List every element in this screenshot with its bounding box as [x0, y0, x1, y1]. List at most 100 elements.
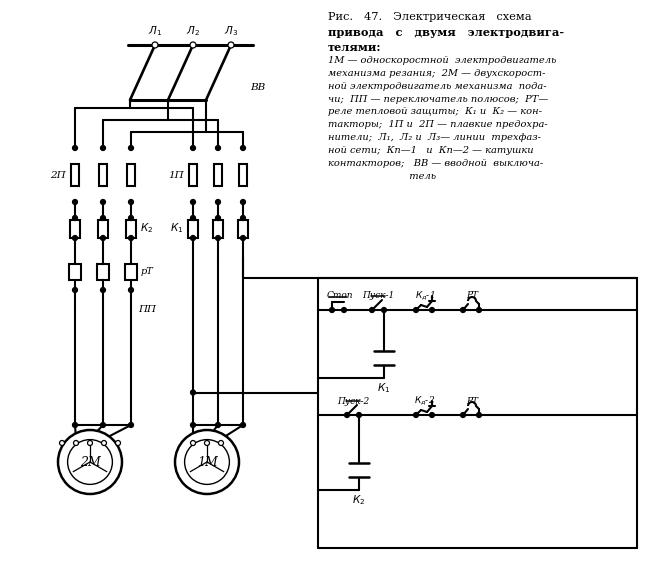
- Bar: [99, 164, 107, 186]
- Circle shape: [72, 216, 78, 220]
- Circle shape: [330, 308, 334, 312]
- Circle shape: [101, 216, 105, 220]
- Circle shape: [216, 216, 220, 220]
- Text: 1П: 1П: [168, 171, 184, 179]
- Bar: [97, 264, 109, 280]
- Circle shape: [128, 423, 134, 427]
- Circle shape: [101, 236, 105, 240]
- Text: $Л_3$: $Л_3$: [224, 24, 238, 38]
- Circle shape: [241, 423, 245, 427]
- Circle shape: [72, 145, 78, 151]
- Circle shape: [101, 423, 105, 427]
- Bar: [189, 164, 197, 186]
- Circle shape: [58, 430, 122, 494]
- Circle shape: [191, 390, 195, 395]
- Text: телями:: телями:: [328, 42, 382, 53]
- Text: ВВ: ВВ: [251, 83, 266, 93]
- Bar: [188, 220, 198, 238]
- Circle shape: [128, 288, 134, 293]
- Text: ПП: ПП: [138, 305, 156, 315]
- Text: $К_д$-1: $К_д$-1: [415, 290, 435, 302]
- Text: рТ: рТ: [141, 267, 153, 277]
- Circle shape: [216, 236, 220, 240]
- Text: привода   с   двумя   электродвига-: привода с двумя электродвига-: [328, 27, 564, 38]
- Text: $К_1$: $К_1$: [377, 381, 391, 395]
- Circle shape: [175, 430, 239, 494]
- Circle shape: [72, 423, 78, 427]
- Circle shape: [461, 412, 465, 417]
- Circle shape: [241, 200, 245, 205]
- Text: 1М — односкоростной  электродвигатель
механизма резания;  2М — двухскорост-
ной : 1М — односкоростной электродвигатель мех…: [328, 56, 557, 181]
- Circle shape: [413, 412, 418, 417]
- Circle shape: [345, 412, 349, 417]
- Circle shape: [413, 308, 418, 312]
- Circle shape: [382, 308, 386, 312]
- Text: 1М: 1М: [197, 455, 217, 469]
- Circle shape: [190, 42, 196, 48]
- Text: 2П: 2П: [50, 171, 66, 179]
- Bar: [69, 264, 81, 280]
- Text: Пуск-2: Пуск-2: [337, 397, 369, 405]
- Text: $Л_2$: $Л_2$: [186, 24, 200, 38]
- Circle shape: [191, 216, 195, 220]
- Text: $К_2$: $К_2$: [140, 221, 153, 235]
- Circle shape: [152, 42, 158, 48]
- Circle shape: [72, 200, 78, 205]
- Text: 2М: 2М: [80, 455, 101, 469]
- Circle shape: [128, 216, 134, 220]
- Circle shape: [216, 200, 220, 205]
- Bar: [214, 164, 222, 186]
- Bar: [70, 220, 80, 238]
- Circle shape: [216, 145, 220, 151]
- Circle shape: [228, 42, 234, 48]
- Circle shape: [101, 200, 105, 205]
- Bar: [238, 220, 248, 238]
- Circle shape: [191, 423, 195, 427]
- Circle shape: [128, 236, 134, 240]
- Circle shape: [241, 216, 245, 220]
- Circle shape: [218, 440, 224, 446]
- Circle shape: [216, 423, 220, 427]
- Text: $К_1$: $К_1$: [170, 221, 184, 235]
- Circle shape: [430, 308, 434, 312]
- Bar: [213, 220, 223, 238]
- Circle shape: [59, 440, 64, 446]
- Bar: [71, 164, 79, 186]
- Text: $К_д$-2: $К_д$-2: [415, 394, 436, 407]
- Circle shape: [476, 308, 482, 312]
- Bar: [98, 220, 108, 238]
- Bar: [125, 264, 137, 280]
- Circle shape: [191, 200, 195, 205]
- Bar: [127, 164, 135, 186]
- Circle shape: [191, 236, 195, 240]
- Circle shape: [72, 236, 78, 240]
- Text: $К_2$: $К_2$: [353, 493, 366, 507]
- Circle shape: [128, 200, 134, 205]
- Circle shape: [370, 308, 374, 312]
- Circle shape: [430, 412, 434, 417]
- Circle shape: [205, 440, 209, 446]
- Circle shape: [476, 412, 482, 417]
- Bar: [239, 164, 247, 186]
- Text: $Л_1$: $Л_1$: [148, 24, 162, 38]
- Circle shape: [88, 440, 93, 446]
- Circle shape: [241, 236, 245, 240]
- Circle shape: [191, 440, 195, 446]
- Circle shape: [128, 145, 134, 151]
- Circle shape: [342, 308, 347, 312]
- Text: РТ: РТ: [466, 397, 478, 405]
- Circle shape: [101, 145, 105, 151]
- Circle shape: [116, 440, 120, 446]
- Text: Рис.   47.   Электрическая   схема: Рис. 47. Электрическая схема: [328, 12, 532, 22]
- Bar: [126, 220, 136, 238]
- Circle shape: [101, 288, 105, 293]
- Circle shape: [461, 308, 465, 312]
- Circle shape: [74, 440, 78, 446]
- Circle shape: [72, 288, 78, 293]
- Text: Стоп: Стоп: [327, 292, 353, 301]
- Text: РТ: РТ: [466, 292, 478, 301]
- Circle shape: [101, 440, 107, 446]
- Text: Пуск-1: Пуск-1: [362, 292, 394, 301]
- Circle shape: [191, 145, 195, 151]
- Circle shape: [357, 412, 361, 417]
